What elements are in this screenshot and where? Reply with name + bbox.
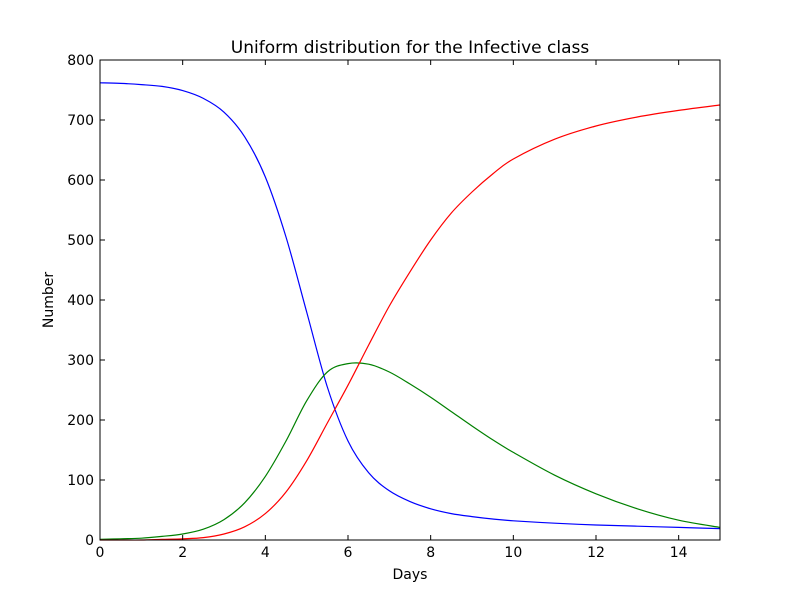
x-tick-label: 12 (587, 545, 605, 561)
x-tick-label: 2 (178, 545, 187, 561)
series-layer (99, 82, 721, 541)
y-tick-label: 100 (67, 473, 94, 489)
y-tick-label: 600 (67, 173, 94, 189)
y-tick-label: 400 (67, 293, 94, 309)
series-line-2 (99, 362, 721, 540)
y-tick-label: 300 (67, 353, 94, 369)
x-tick-label: 0 (96, 545, 105, 561)
x-tick-label: 6 (344, 545, 353, 561)
x-tick-label: 8 (426, 545, 435, 561)
series-line-1 (99, 82, 721, 530)
y-tick-label: 200 (67, 413, 94, 429)
y-tick-label: 0 (85, 533, 94, 549)
plot-frame (99, 59, 721, 541)
x-axis-label: Days (393, 567, 428, 583)
y-tick-label: 500 (67, 233, 94, 249)
x-tick-label: 14 (670, 545, 688, 561)
y-axis-label: Number (41, 272, 57, 328)
x-tick-label: 4 (261, 545, 270, 561)
x-tick-label: 10 (504, 545, 522, 561)
tick-layer: 0 2 4 6 8 10 12 14 0 100 200 300 400 500 600 700 800 (67, 53, 720, 561)
y-tick-label: 800 (67, 53, 94, 69)
chart-title: Uniform distribution for the Infective c… (231, 38, 590, 58)
y-tick-label: 700 (67, 113, 94, 129)
series-line-3 (100, 104, 721, 541)
